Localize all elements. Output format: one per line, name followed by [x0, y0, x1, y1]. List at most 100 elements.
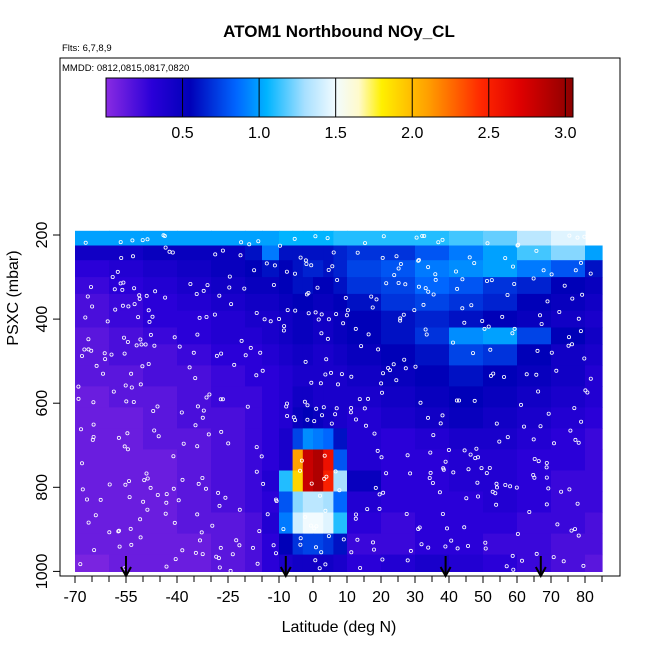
- sample-dot: [557, 309, 562, 314]
- colorbar-tick-label: 0.5: [171, 125, 193, 142]
- sample-dot: [505, 435, 510, 440]
- heatmap-cell: [449, 277, 484, 295]
- sample-dot: [229, 302, 234, 307]
- heatmap-cell: [245, 554, 263, 572]
- sample-dot: [572, 406, 577, 411]
- sample-dot: [348, 410, 353, 415]
- sample-dot: [219, 351, 224, 356]
- sample-dot: [394, 254, 399, 259]
- sample-dot: [467, 255, 472, 260]
- sample-dot: [194, 291, 199, 296]
- sample-dot: [218, 545, 223, 550]
- heatmap-cell: [323, 470, 334, 493]
- heatmap-cell: [292, 365, 304, 387]
- sample-dot: [549, 272, 554, 277]
- heatmap-cell: [381, 554, 416, 572]
- heatmap-cell: [347, 344, 382, 366]
- sample-dot: [248, 345, 253, 350]
- sample-dot: [455, 546, 460, 551]
- heatmap-cell: [245, 365, 263, 387]
- sample-dot: [349, 405, 354, 410]
- sample-dot: [256, 239, 261, 244]
- heatmap-cell: [551, 365, 586, 387]
- y-tick-label: 1000: [34, 554, 51, 590]
- sample-dot: [122, 351, 127, 356]
- sample-dot: [522, 424, 527, 429]
- sample-dot: [585, 390, 590, 395]
- sample-dot: [353, 516, 358, 521]
- sample-dot: [475, 480, 480, 485]
- sample-dot: [519, 402, 524, 407]
- sample-dot: [544, 460, 549, 465]
- heatmap-cell: [313, 491, 324, 514]
- sample-dot: [210, 523, 215, 528]
- sample-dot: [91, 422, 96, 427]
- heatmap-cell: [177, 449, 212, 472]
- sample-dot: [579, 260, 584, 265]
- sample-dot: [576, 316, 581, 321]
- sample-dot: [138, 337, 143, 342]
- heatmap-cell: [381, 491, 416, 514]
- sample-dot: [126, 304, 131, 309]
- heatmap-cell: [177, 310, 212, 329]
- heatmap-cell: [483, 533, 518, 556]
- sample-dot: [398, 316, 403, 321]
- sample-dot: [515, 243, 520, 248]
- sample-dot: [443, 459, 448, 464]
- heatmap-cell: [585, 310, 603, 329]
- sample-dot: [431, 433, 436, 438]
- heatmap-cell: [109, 245, 144, 261]
- sample-dot: [216, 490, 221, 495]
- sample-dot: [524, 372, 529, 377]
- sample-dots: [76, 233, 593, 573]
- sample-dot: [456, 398, 461, 403]
- heatmap-cell: [517, 344, 552, 366]
- sample-dot: [155, 404, 160, 409]
- sample-dot: [541, 268, 546, 273]
- heatmap-cell: [143, 245, 178, 261]
- heatmap-cell: [292, 512, 304, 535]
- x-tick-label: 10: [338, 589, 356, 606]
- sample-dot: [132, 302, 137, 307]
- heatmap-cell: [449, 470, 484, 493]
- sample-dot: [272, 263, 277, 268]
- sample-dot: [494, 481, 499, 486]
- sample-dot: [162, 233, 167, 238]
- sample-dot: [514, 485, 519, 490]
- heatmap-cell: [262, 230, 280, 247]
- sample-dot: [228, 568, 233, 573]
- sample-dot: [82, 347, 87, 352]
- heatmap-cell: [211, 293, 246, 312]
- heatmap-cell: [323, 260, 334, 278]
- sample-dot: [314, 524, 319, 529]
- heatmap-cell: [262, 365, 280, 387]
- sample-dot: [200, 415, 205, 420]
- sample-dot: [453, 269, 458, 274]
- sample-dot: [112, 287, 117, 292]
- sample-dot: [313, 545, 318, 550]
- sample-dot: [309, 263, 314, 268]
- heatmap-cell: [177, 407, 212, 429]
- heatmap-cell: [517, 533, 552, 556]
- sample-dot: [437, 490, 442, 495]
- sample-dot: [362, 406, 367, 411]
- heatmap-cell: [449, 428, 484, 450]
- heatmap-cell: [449, 344, 484, 366]
- heatmap-cell: [245, 386, 263, 408]
- sample-dot: [462, 320, 467, 325]
- heatmap-cell: [517, 491, 552, 514]
- heatmap-cell: [177, 470, 212, 493]
- sample-dot: [304, 261, 309, 266]
- x-tick-label: 0: [309, 589, 318, 606]
- heatmap-cell: [75, 365, 110, 387]
- heatmap-cell: [415, 260, 450, 278]
- sample-dot: [559, 489, 564, 494]
- sample-dot: [333, 469, 338, 474]
- sample-dot: [365, 396, 370, 401]
- sample-dot: [163, 511, 168, 516]
- sample-dot: [217, 503, 222, 508]
- heatmap-cell: [585, 293, 603, 312]
- sample-dot: [152, 343, 157, 348]
- heatmap-cell: [279, 512, 294, 535]
- sample-dot: [339, 372, 344, 377]
